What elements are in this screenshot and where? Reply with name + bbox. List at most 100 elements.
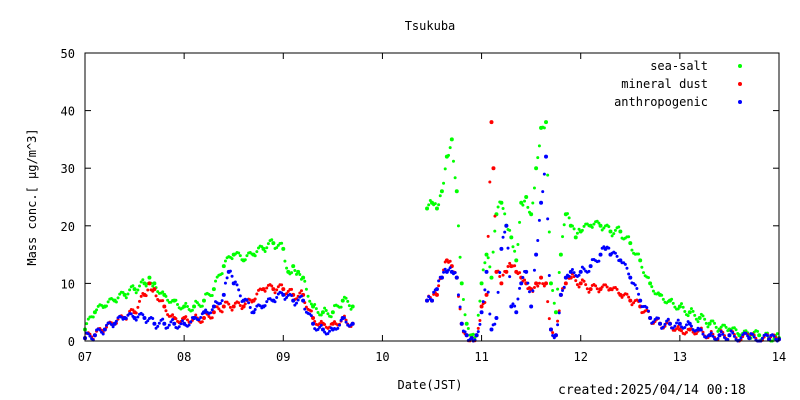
series-trace-dot bbox=[721, 332, 725, 336]
series-trace-dot bbox=[729, 329, 733, 333]
series-trace-dot bbox=[235, 283, 239, 287]
series-trace-dot bbox=[88, 334, 92, 338]
series-0 bbox=[83, 120, 781, 343]
series-trace-dot bbox=[238, 303, 242, 307]
series-trace-dot bbox=[91, 315, 95, 319]
series-trace-dot bbox=[344, 320, 348, 324]
series-trace-dot bbox=[711, 334, 715, 338]
series-trace-dot bbox=[253, 297, 257, 301]
data-point bbox=[330, 310, 335, 315]
series-trace-dot bbox=[298, 273, 302, 277]
data-point bbox=[519, 200, 524, 205]
series-trace-dot bbox=[456, 293, 460, 297]
data-point bbox=[717, 333, 722, 338]
series-trace-dot bbox=[228, 305, 232, 309]
series-trace-dot bbox=[561, 288, 565, 292]
series-trace-dot bbox=[765, 334, 769, 338]
series-trace-dot bbox=[185, 304, 189, 308]
series-trace-dot bbox=[285, 266, 289, 270]
series-trace-dot bbox=[265, 246, 269, 250]
series-trace-dot bbox=[610, 234, 614, 238]
series-trace-dot bbox=[739, 336, 743, 340]
data-point bbox=[192, 304, 197, 309]
series-trace-dot bbox=[253, 254, 257, 258]
data-point bbox=[459, 321, 464, 326]
series-trace-dot bbox=[298, 291, 302, 295]
series-trace-dot bbox=[458, 255, 462, 259]
series-trace-dot bbox=[290, 287, 294, 291]
series-trace-dot bbox=[600, 228, 604, 232]
series-trace-dot bbox=[437, 203, 441, 207]
x-tick-label: 14 bbox=[772, 350, 786, 364]
series-trace-dot bbox=[220, 272, 224, 276]
data-point bbox=[112, 321, 117, 326]
series-trace-dot bbox=[680, 329, 684, 333]
series-trace-dot bbox=[546, 217, 550, 221]
data-point bbox=[434, 292, 439, 297]
data-point bbox=[494, 315, 499, 320]
series-trace-dot bbox=[617, 225, 621, 229]
series-trace-dot bbox=[557, 311, 561, 315]
data-point bbox=[648, 281, 653, 286]
legend: sea-salt mineral dust anthropogenic bbox=[614, 59, 742, 109]
series-trace-dot bbox=[575, 283, 579, 287]
data-point bbox=[638, 298, 643, 303]
series-trace-dot bbox=[756, 329, 760, 333]
data-point bbox=[509, 304, 514, 309]
series-trace-dot bbox=[438, 194, 442, 198]
series-trace-dot bbox=[694, 317, 698, 321]
series-trace-dot bbox=[263, 289, 267, 293]
y-axis: 0 10 20 30 40 50 bbox=[61, 47, 779, 349]
series-trace-dot bbox=[323, 323, 327, 327]
data-point bbox=[152, 287, 157, 292]
data-point bbox=[544, 120, 549, 125]
series-trace-dot bbox=[498, 270, 502, 274]
series-trace-dot bbox=[488, 265, 492, 269]
series-trace-dot bbox=[486, 256, 490, 260]
data-point bbox=[479, 281, 484, 286]
series-trace-dot bbox=[684, 323, 688, 327]
legend-marker bbox=[738, 100, 742, 104]
series-trace-dot bbox=[448, 266, 452, 270]
series-trace-dot bbox=[531, 201, 535, 205]
legend-label: mineral dust bbox=[621, 77, 708, 91]
series-trace-dot bbox=[537, 281, 541, 285]
series-trace-dot bbox=[280, 241, 284, 245]
series-trace-dot bbox=[285, 296, 289, 300]
data-point bbox=[747, 336, 752, 341]
series-trace-dot bbox=[189, 320, 193, 324]
data-point bbox=[291, 298, 296, 303]
series-trace-dot bbox=[309, 314, 313, 318]
series-trace-dot bbox=[329, 315, 333, 319]
series-trace-dot bbox=[169, 320, 173, 324]
series-trace-dot bbox=[513, 304, 517, 308]
data-point bbox=[489, 275, 494, 280]
data-point bbox=[241, 304, 246, 309]
series-trace-dot bbox=[427, 295, 431, 299]
series-trace-dot bbox=[562, 285, 566, 289]
series-trace-dot bbox=[157, 321, 161, 325]
series-trace-dot bbox=[319, 323, 323, 327]
data-point bbox=[162, 321, 167, 326]
series-trace-dot bbox=[760, 336, 764, 340]
series-trace-dot bbox=[772, 334, 776, 338]
data-point bbox=[767, 337, 772, 342]
data-point bbox=[320, 327, 325, 332]
series-trace-dot bbox=[184, 315, 188, 319]
series-trace-dot bbox=[243, 258, 247, 262]
series-trace-dot bbox=[217, 307, 221, 311]
data-point bbox=[618, 229, 623, 234]
series-trace-dot bbox=[303, 279, 307, 283]
series-trace-dot bbox=[478, 319, 482, 323]
series-trace-dot bbox=[513, 264, 517, 268]
series-trace-dot bbox=[451, 159, 455, 163]
series-trace-dot bbox=[496, 290, 500, 294]
series-trace-dot bbox=[501, 273, 505, 277]
series-trace-dot bbox=[565, 212, 569, 216]
series-trace-dot bbox=[491, 250, 495, 254]
series-trace-dot bbox=[109, 323, 113, 327]
data-point bbox=[152, 321, 157, 326]
series-trace-dot bbox=[171, 318, 175, 322]
series-trace-dot bbox=[266, 242, 270, 246]
